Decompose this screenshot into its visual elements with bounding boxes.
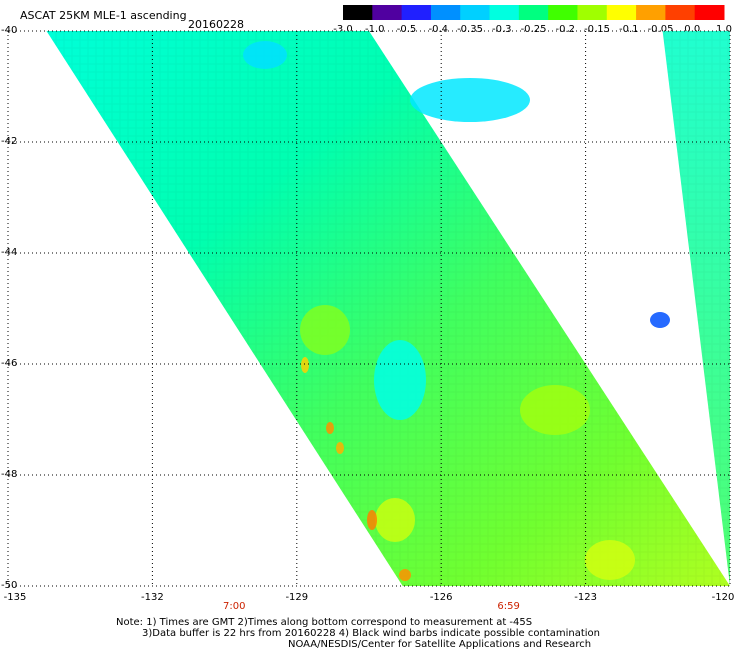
colorbar-label: -0.3 [491, 24, 512, 35]
colorbar-segment [460, 5, 491, 20]
colorbar-label: -0.35 [457, 24, 483, 35]
swath-texture-patch [300, 305, 350, 355]
swath-texture-patch [336, 442, 344, 454]
swath-texture-patch [520, 385, 590, 435]
swath-texture-patch [367, 510, 377, 530]
colorbar-label: -0.15 [584, 24, 610, 35]
lon-label: -126 [429, 592, 453, 603]
swath-texture-patch [585, 540, 635, 580]
colorbar-segment [430, 5, 461, 20]
graticule [7, 30, 731, 587]
footer-credit: NOAA/NESDIS/Center for Satellite Applica… [288, 639, 592, 650]
main-swath-texture [46, 31, 731, 586]
colorbar-label: -1.0 [364, 24, 385, 35]
colorbar-segment [694, 5, 725, 20]
product-date: 20160228 [188, 18, 244, 31]
colorbar [343, 5, 725, 20]
swath-layer [46, 31, 731, 586]
colorbar-label: -0.5 [396, 24, 417, 35]
lon-label: -132 [141, 592, 164, 603]
swath-texture-patch [243, 41, 287, 69]
colorbar-segment [518, 5, 549, 20]
colorbar-label: 0.0 [684, 24, 701, 35]
time-label: 6:59 [497, 601, 520, 612]
swath-texture-patch [301, 357, 309, 373]
lon-label: -123 [574, 592, 597, 603]
swath-texture-patch [399, 569, 411, 581]
footer-note-1: Note: 1) Times are GMT 2)Times along bot… [116, 617, 533, 628]
colorbar-label: -0.2 [555, 24, 575, 35]
colorbar-label: -0.05 [647, 24, 674, 35]
colorbar-label: -3.0 [333, 24, 353, 35]
colorbar-segment [401, 5, 432, 20]
swath-texture-patch [374, 340, 426, 420]
lat-label: -42 [1, 136, 18, 147]
colorbar-segment [372, 5, 403, 20]
lon-label: -129 [285, 592, 309, 603]
swath-texture-patch [326, 422, 334, 434]
colorbar-segment [548, 5, 578, 20]
lat-label: -40 [1, 25, 18, 36]
colorbar-segment [636, 5, 666, 20]
east-swath-texture [662, 31, 730, 586]
colorbar-label: -0.4 [428, 24, 448, 35]
colorbar-segment [606, 5, 637, 20]
lat-label: -48 [1, 469, 18, 480]
colorbar-label: 1.0 [716, 24, 732, 35]
colorbar-segment [343, 5, 373, 20]
colorbar-segment [577, 5, 608, 20]
swath-texture-patch [375, 498, 415, 542]
colorbar-label: -0.1 [618, 24, 639, 35]
footer-note-2: 3)Data buffer is 22 hrs from 20160228 4)… [142, 628, 600, 639]
swath-texture-patch [410, 78, 530, 122]
lat-label: -50 [1, 580, 18, 591]
lat-label: -46 [1, 358, 18, 369]
lat-label: -44 [1, 247, 18, 258]
lon-label: -135 [3, 592, 27, 603]
colorbar-segment [489, 5, 520, 20]
time-label: 7:00 [222, 601, 246, 612]
colorbar-label: -0.25 [520, 24, 547, 35]
lon-label: -120 [711, 592, 735, 603]
product-title: ASCAT 25KM MLE-1 ascending [20, 9, 187, 22]
colorbar-segment [665, 5, 696, 20]
swath-texture-patch [650, 312, 670, 328]
